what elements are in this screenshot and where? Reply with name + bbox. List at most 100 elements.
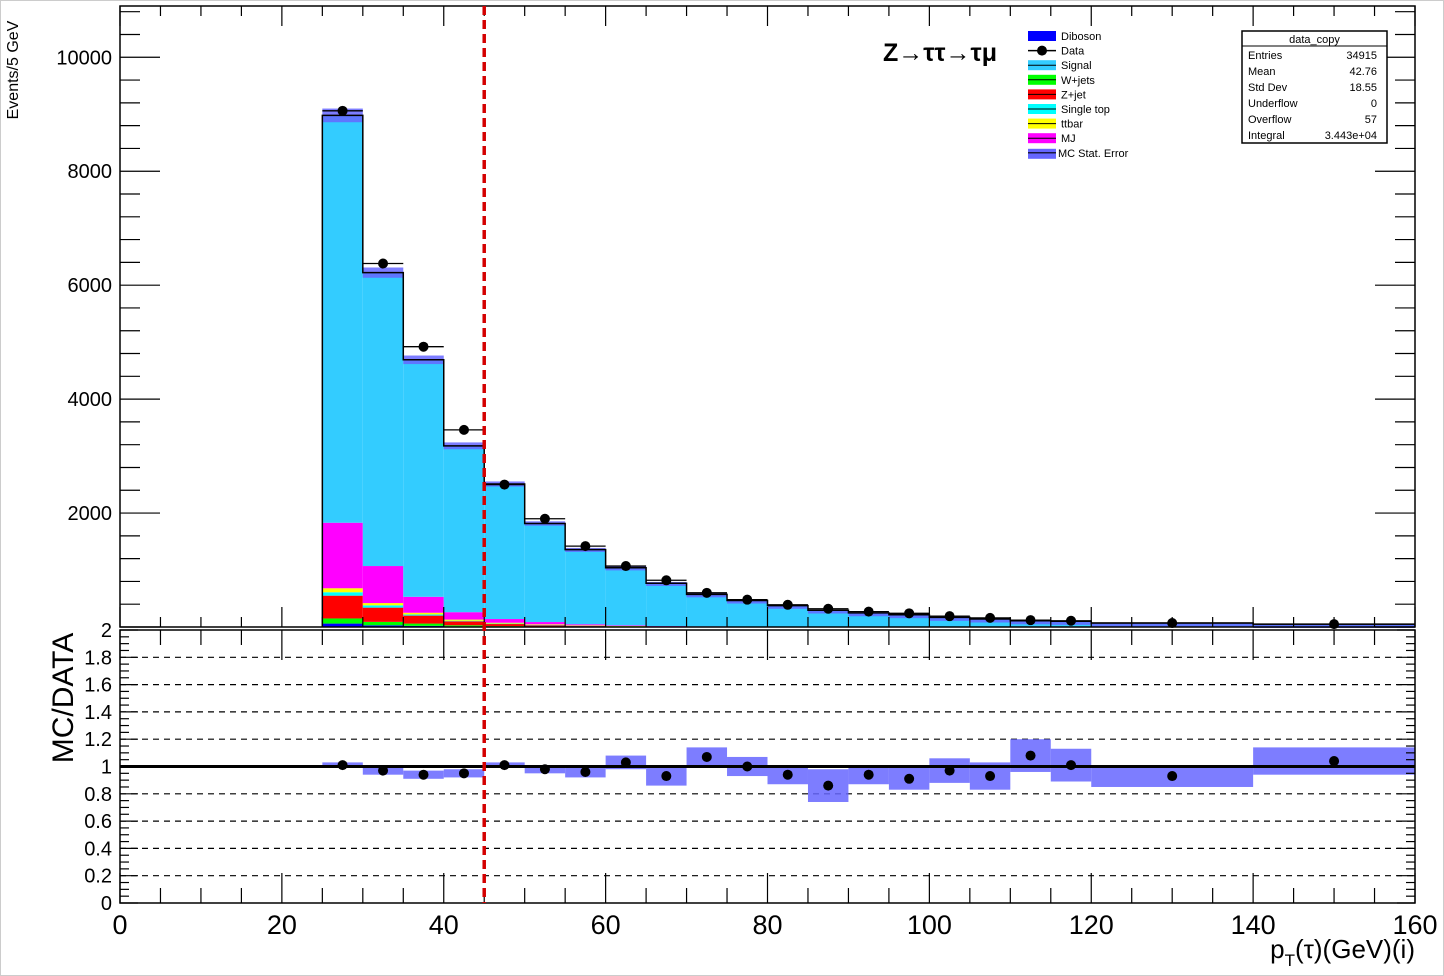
- data-point: [620, 561, 631, 572]
- legend-label: Diboson: [1061, 31, 1101, 43]
- ratio-point: [701, 751, 712, 762]
- stack-bar-signal: [727, 600, 768, 627]
- stack-bar-mj: [362, 566, 404, 604]
- stack-bar-w-jets: [322, 618, 363, 624]
- stack-bar-signal: [929, 617, 970, 627]
- stack-bar-mj: [322, 522, 363, 589]
- stack-bar-ttbar: [524, 624, 566, 625]
- stack-bar-z-jet: [362, 607, 404, 622]
- ratio-y-tick-label: 1.4: [84, 702, 112, 724]
- stack-bar-single-top: [443, 620, 485, 622]
- ratio-point: [782, 769, 793, 780]
- ratio-point: [499, 760, 510, 771]
- legend-label: Signal: [1061, 60, 1092, 72]
- data-point: [863, 606, 874, 617]
- stack-bar-z-jet: [403, 615, 444, 624]
- y-tick-label: 2000: [68, 503, 113, 525]
- stack-bar-ttbar: [605, 625, 647, 627]
- stack-bar-signal: [969, 619, 1011, 627]
- ratio-point: [742, 761, 753, 772]
- stack-bar-single-top: [403, 614, 444, 616]
- legend: Diboson Data Signal W+jets Z+jet Single top tt…: [1028, 31, 1129, 160]
- stack-bar-mj: [443, 612, 485, 620]
- ratio-point: [1025, 750, 1036, 761]
- stack-bar-single-top: [484, 623, 525, 625]
- data-point: [418, 341, 429, 352]
- x-tick-label: 80: [752, 910, 782, 940]
- ratio-y-tick-label: 1.2: [84, 729, 112, 751]
- stack-bar-single-top: [524, 624, 566, 626]
- stats-box-title: data_copy: [1289, 34, 1340, 46]
- stack-bar-diboson: [322, 623, 363, 627]
- stack-bar-w-jets: [362, 621, 404, 626]
- y-tick-label: 8000: [68, 161, 113, 183]
- stack-bar-w-jets: [443, 625, 485, 627]
- ratio-y-tick-label: 0: [101, 893, 112, 915]
- data-point: [782, 599, 793, 610]
- stack-bar-mj: [403, 596, 444, 613]
- x-tick-label: 20: [267, 910, 297, 940]
- x-tick-label: 100: [907, 910, 952, 940]
- ratio-y-axis-label: MC/DATA: [47, 633, 80, 764]
- ratio-panel: 00.20.40.60.811.21.41.61.820 20 40 60 80 100 1…: [47, 620, 1438, 970]
- stats-box: data_copy Entries 34915 Mean 42.76 Std Dev 18.…: [1241, 30, 1388, 144]
- data-point: [580, 541, 591, 552]
- legend-label: Single top: [1061, 104, 1110, 116]
- ratio-y-tick-label: 1: [101, 757, 112, 779]
- legend-swatch: [1028, 31, 1056, 41]
- ratio-y-tick-label: 0.6: [84, 811, 112, 833]
- stack-bar-signal: [767, 605, 808, 627]
- data-point: [499, 479, 510, 490]
- stats-row-label: Integral: [1248, 130, 1285, 142]
- data-point: [337, 105, 348, 116]
- y-axis-label: Events/5 GeV: [5, 20, 22, 119]
- stack-bar-ttbar: [362, 603, 404, 606]
- stack-bar-z-jet: [484, 623, 525, 627]
- data-point: [1066, 615, 1077, 626]
- legend-marker-data: [1037, 45, 1047, 56]
- stats-row-value: 42.76: [1349, 66, 1377, 78]
- stack-bar-signal: [646, 583, 687, 627]
- stats-row-value: 0: [1371, 98, 1377, 110]
- ratio-point: [944, 765, 955, 776]
- stack-bar-z-jet: [322, 595, 363, 619]
- stack-bar-mj: [484, 619, 525, 623]
- data-point: [823, 603, 834, 614]
- y-tick-label: 10000: [56, 47, 112, 69]
- ratio-y-tick-label: 0.8: [84, 784, 112, 806]
- data-point: [1025, 615, 1036, 626]
- ratio-y-tick-label: 1.6: [84, 675, 112, 697]
- y-tick-label: 4000: [68, 389, 113, 411]
- ratio-point: [378, 765, 389, 776]
- x-tick-label: 60: [591, 910, 621, 940]
- x-tick-label: 0: [112, 910, 127, 940]
- x-tick-label: 120: [1069, 910, 1114, 940]
- ratio-point: [1167, 771, 1178, 782]
- ratio-point: [1329, 756, 1340, 767]
- data-point: [944, 611, 955, 622]
- y-tick-label: 6000: [68, 275, 113, 297]
- stats-row-value: 18.55: [1349, 82, 1377, 94]
- data-point: [661, 575, 672, 586]
- stack-bar-signal: [443, 445, 485, 613]
- legend-label: MJ: [1061, 133, 1076, 145]
- ratio-point: [337, 760, 348, 771]
- legend-swatch: [1028, 148, 1056, 159]
- data-point: [539, 513, 550, 524]
- ratio-point: [823, 780, 834, 791]
- ratio-point: [458, 768, 469, 779]
- stack-bar-single-top: [322, 592, 363, 596]
- stack-bar-signal: [686, 594, 728, 627]
- stats-row-label: Underflow: [1248, 98, 1298, 110]
- stack-bar-single-top: [565, 625, 606, 627]
- stats-row-value: 34915: [1346, 50, 1377, 62]
- ratio-point: [418, 769, 429, 780]
- data-point: [985, 612, 996, 623]
- ratio-point: [661, 771, 672, 782]
- stack-bar-mj: [605, 625, 647, 626]
- legend-label: Z+jet: [1061, 89, 1086, 101]
- data-point: [458, 424, 469, 435]
- x-tick-label: 40: [429, 910, 459, 940]
